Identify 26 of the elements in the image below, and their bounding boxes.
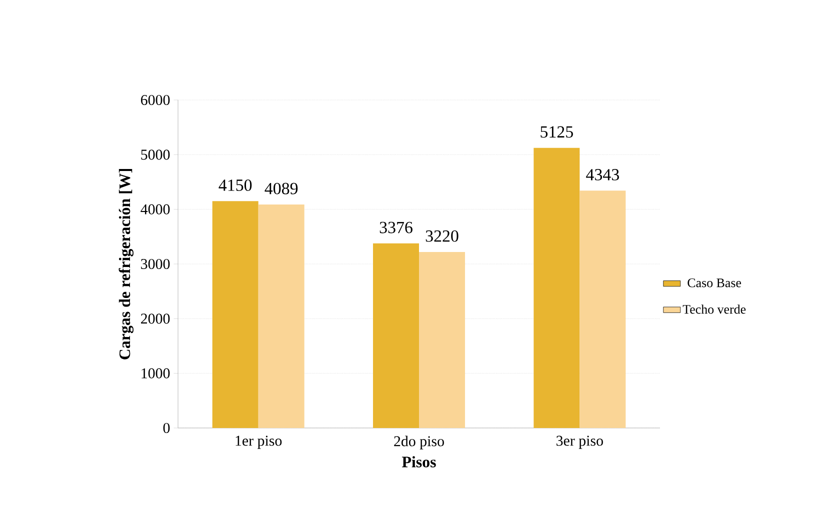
x-tick-label: 2do piso — [394, 436, 444, 450]
legend-label: Caso Base — [688, 278, 742, 288]
x-tick-label: 3er piso — [556, 436, 603, 449]
data-label: 4089 — [264, 182, 298, 194]
x-axis-title: Pisos — [402, 456, 436, 468]
data-label: 4150 — [218, 179, 252, 191]
y-axis-title: Cargas de refrigeración [W] — [118, 169, 134, 360]
bar — [212, 201, 258, 428]
bar — [258, 204, 304, 428]
y-tick-label: 2000 — [141, 314, 170, 324]
bar — [373, 243, 420, 428]
y-tick-label: 3000 — [141, 258, 170, 270]
x-tick-label: 1er piso — [236, 436, 282, 449]
bar — [534, 148, 580, 428]
bar — [419, 252, 466, 428]
data-label: 5125 — [540, 126, 573, 138]
y-tick-label: 5000 — [141, 150, 170, 160]
y-tick-label: 6000 — [140, 94, 170, 106]
y-tick-label: 4000 — [140, 204, 170, 214]
y-tick-label: 1000 — [142, 368, 170, 378]
bar — [580, 190, 626, 428]
data-label: 3376 — [380, 222, 412, 234]
legend-label: Techo verde — [682, 304, 746, 314]
data-label: 4343 — [586, 168, 619, 180]
y-tick-label: 0 — [163, 422, 170, 434]
data-label: 3220 — [426, 230, 458, 242]
